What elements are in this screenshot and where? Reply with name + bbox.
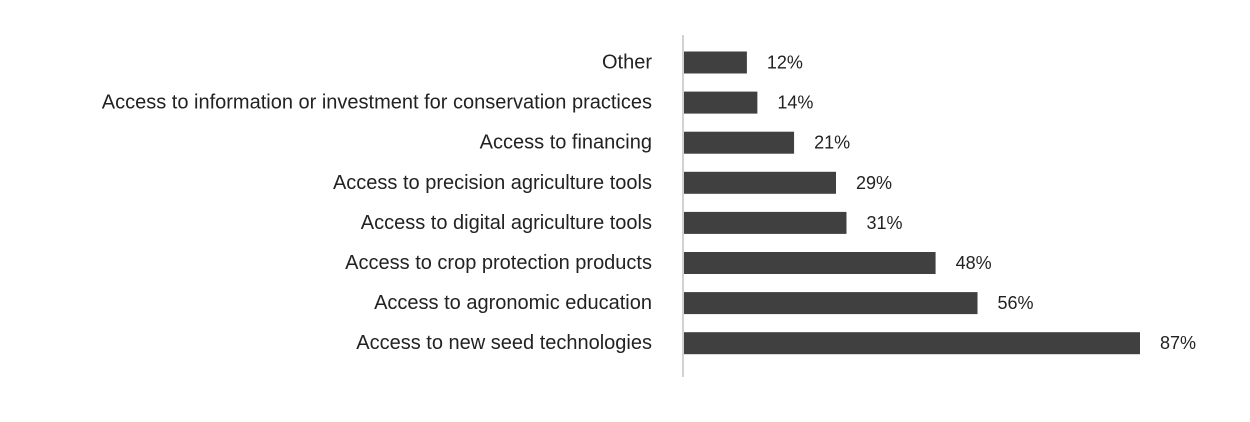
bars-group [684,51,1140,355]
bar-0 [684,51,747,74]
bar-3 [684,171,836,194]
category-labels-group: Other Access to information or investment… [102,52,653,355]
bar-2 [684,131,795,154]
category-label-5: Access to crop protection products [345,252,652,274]
bar-4 [684,211,847,234]
value-label-0: 12% [767,53,803,73]
value-label-6: 56% [998,293,1034,313]
category-label-6: Access to agronomic education [374,292,652,314]
bar-6 [684,292,978,315]
category-label-0: Other [602,52,652,74]
value-label-2: 21% [814,133,850,153]
value-label-4: 31% [866,213,902,233]
category-label-3: Access to precision agriculture tools [333,172,652,194]
bar-7 [684,332,1140,355]
value-label-7: 87% [1160,333,1196,353]
category-label-2: Access to financing [480,132,652,154]
bar-5 [684,252,936,274]
category-label-1: Access to information or investment for … [102,92,652,114]
value-label-1: 14% [777,93,813,113]
value-label-3: 29% [856,173,892,193]
category-label-7: Access to new seed technologies [356,332,652,354]
category-label-4: Access to digital agriculture tools [361,212,652,234]
bar-1 [684,91,758,114]
value-labels-group: 12% 14%21% 29% 31% 48% 56% 87% [767,53,1196,354]
value-label-5: 48% [956,253,992,273]
